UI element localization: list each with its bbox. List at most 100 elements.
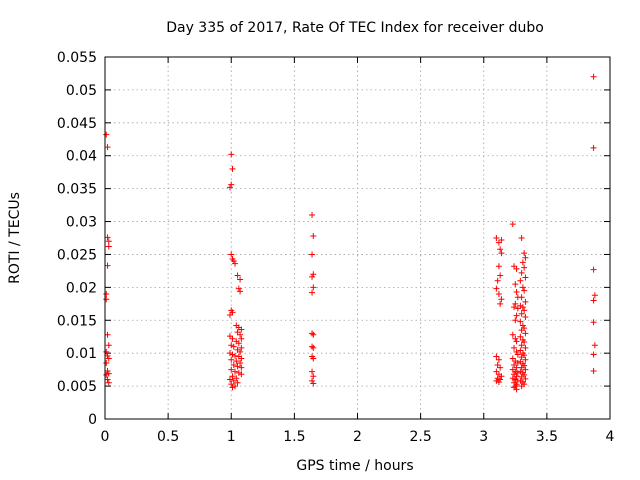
y-tick-label: 0.025 [57,247,97,263]
y-tick-label: 0.03 [66,215,97,231]
data-point [234,329,241,336]
data-point [514,369,521,376]
x-tick-label: 0.5 [157,429,179,445]
data-point [497,246,504,253]
data-point [511,304,518,311]
data-point [310,380,317,387]
data-point [105,379,112,386]
data-point [228,342,235,349]
data-point [518,294,525,301]
data-point [517,318,524,325]
data-point [493,377,500,384]
data-point [590,144,597,151]
data-point [518,354,525,361]
data-point [591,342,598,349]
y-tick-label: 0.04 [66,149,97,165]
data-point [234,272,241,279]
data-point [590,351,597,358]
data-point [230,377,237,384]
x-tick-label: 2.5 [409,429,431,445]
data-point [512,335,519,342]
data-point [309,289,316,296]
data-point [495,379,502,386]
data-point [238,371,245,378]
data-point [310,344,317,351]
data-point [309,368,316,375]
y-tick-label: 0.035 [57,182,97,198]
data-point [493,368,500,375]
data-point [310,233,317,240]
data-point [310,355,317,362]
data-point [517,377,524,384]
y-tick-label: 0.045 [57,116,97,132]
data-point [237,276,244,283]
data-point [226,350,233,357]
data-point [590,266,597,273]
y-axis-label: ROTI / TECUs [7,192,23,284]
data-point [517,347,524,354]
data-point [519,322,526,329]
data-point [230,343,237,350]
data-point [237,360,244,367]
data-point [511,344,518,351]
data-point [309,377,316,384]
y-tick-label: 0.015 [57,313,97,329]
chart-title: Day 335 of 2017, Rate Of TEC Index for r… [166,20,544,36]
x-tick-label: 1 [227,429,236,445]
data-point [226,184,233,191]
data-point [103,296,110,303]
data-point [232,260,239,267]
data-point [494,277,501,284]
data-point [519,284,526,291]
data-point [233,358,240,365]
data-point [309,251,316,258]
x-tick-label: 2 [353,429,362,445]
data-point [518,310,525,317]
data-point [518,373,525,380]
y-tick-label: 0.05 [66,83,97,99]
data-point [522,375,529,382]
data-point [238,364,245,371]
data-point [226,312,233,319]
data-point [226,376,233,383]
grid-lines [105,57,610,419]
data-point [237,288,244,295]
data-point [104,376,111,383]
data-point [498,236,505,243]
data-point [518,364,525,371]
y-tick-label: 0.02 [66,280,97,296]
data-point [105,238,112,245]
data-point [522,298,529,305]
data-point [230,362,237,369]
data-point [104,234,111,241]
data-point [514,305,521,312]
data-point [494,362,501,369]
data-point [228,381,235,388]
y-tick-label: 0.01 [66,346,97,362]
data-point [513,312,520,319]
data-point [229,309,236,316]
data-point [495,263,502,270]
data-point [104,262,111,269]
data-point [511,362,518,369]
data-point [497,364,504,371]
data-point [228,366,235,373]
data-point [498,296,505,303]
data-point [498,250,505,257]
data-point [103,371,110,378]
data-point [494,375,501,382]
y-tick-label: 0 [88,412,97,428]
data-point [233,375,240,382]
data-point [234,363,241,370]
x-tick-label: 0 [101,429,110,445]
data-point [590,319,597,326]
data-point [518,327,525,334]
data-point [519,259,526,266]
data-point [512,317,519,324]
data-point [590,367,597,374]
data-point [509,355,516,362]
data-point [309,211,316,218]
data-point [590,297,597,304]
data-point [522,254,529,261]
